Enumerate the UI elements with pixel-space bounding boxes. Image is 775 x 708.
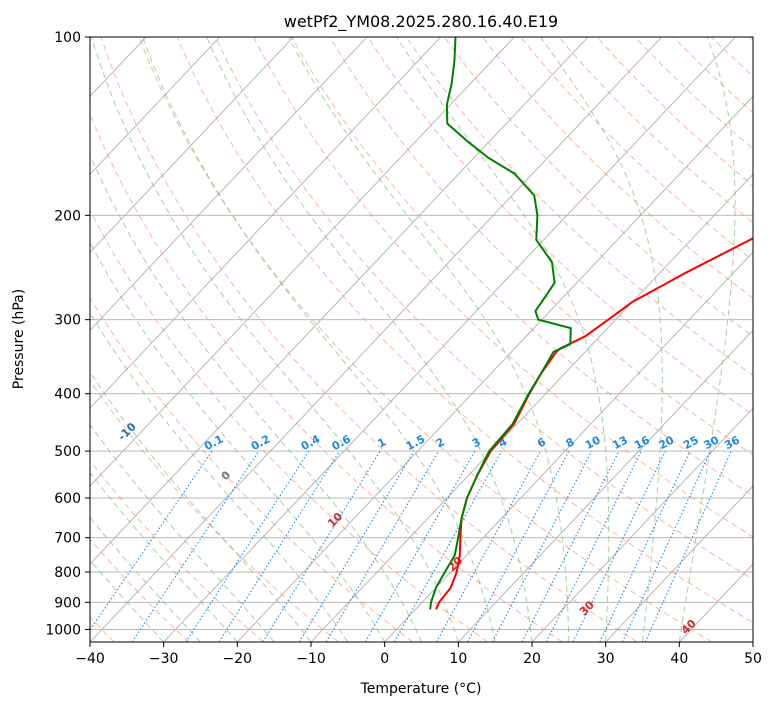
mixing-ratio-line	[298, 450, 415, 642]
mixing-ratio-label: 30	[702, 433, 722, 452]
profile-lines	[429, 37, 753, 610]
moist-adiabat-line	[540, 37, 663, 642]
y-tick-label: 700	[54, 531, 81, 547]
moist-adiabat-line	[678, 37, 736, 642]
isotherm-line	[90, 37, 442, 409]
dry-adiabat-line	[90, 296, 414, 642]
dry-adiabat-line	[291, 37, 753, 497]
isotherm-line	[384, 251, 753, 642]
mixing-ratio-line	[521, 450, 620, 642]
moist-adiabat-line	[142, 37, 496, 642]
y-tick-label: 200	[54, 208, 81, 224]
y-tick-label: 300	[54, 313, 81, 329]
x-tick-label: −40	[75, 651, 105, 667]
mixing-ratio-label: 25	[681, 433, 701, 452]
mixing-ratio-line	[467, 450, 570, 642]
mixing-ratio-line	[644, 450, 732, 642]
moist-adiabat-line	[90, 424, 275, 642]
mixing-ratio-line	[262, 450, 381, 642]
chart-title: wetPf2_YM08.2025.280.16.40.E19	[284, 12, 558, 32]
dry-adiabat-line	[329, 37, 753, 456]
y-tick-label: 500	[54, 444, 81, 460]
isotherm-line	[531, 407, 753, 642]
moist-adiabat-line	[90, 241, 386, 642]
mixing-ratio-label: 16	[632, 433, 652, 452]
y-tick-label: 1000	[45, 622, 81, 638]
mixing-ratio-label: 13	[610, 433, 630, 452]
mixing-ratio-label: 20	[657, 433, 677, 452]
isotherm-line	[90, 37, 368, 331]
y-tick-label: 100	[54, 30, 81, 46]
moist-adiabat-line	[90, 516, 201, 642]
moist-adiabat-line	[396, 37, 610, 642]
dry-adiabat-line	[138, 37, 712, 642]
dry-adiabat-line	[100, 37, 638, 642]
dry-adiabat-line	[214, 37, 753, 580]
moist-adiabat-line	[90, 471, 238, 642]
x-tick-label: 10	[449, 651, 467, 667]
mixing-ratio-line	[393, 450, 503, 642]
moist-adiabat-line	[90, 371, 312, 642]
moist-adiabat-line	[90, 37, 459, 642]
y-tick-label: 400	[54, 387, 81, 403]
y-tick-label: 900	[54, 595, 81, 611]
x-tick-label: −20	[223, 651, 253, 667]
dry-adiabat-line	[90, 459, 264, 642]
moist-adiabat-line	[90, 311, 349, 642]
isotherm-line	[90, 37, 589, 565]
dry-adiabat-line	[253, 37, 753, 538]
x-tick-label: −10	[296, 651, 326, 667]
moist-adiabat-line	[206, 37, 533, 642]
moist-adiabat-line	[90, 153, 422, 642]
x-tick-label: 20	[523, 651, 541, 667]
mixing-ratio-label: 10	[583, 433, 603, 452]
moist-adiabat-line	[288, 37, 570, 642]
isotherm-line	[90, 37, 221, 175]
plot-frame	[89, 36, 754, 643]
dry-adiabat-line	[176, 37, 753, 623]
background-labels: 0.10.20.40.611.52346810131620253036-100-…	[115, 420, 742, 637]
moist-adiabat-line	[90, 559, 165, 642]
isotherm-line	[458, 329, 753, 642]
x-axis-label: Temperature (°C)	[360, 681, 482, 697]
x-tick-label: 50	[744, 651, 762, 667]
mixing-ratio-line	[435, 450, 541, 642]
mixing-ratio-line	[185, 450, 310, 642]
x-axis-ticks: −40 −30 −20 −10 0 10 20 30 40 50	[75, 642, 762, 667]
mixing-ratio-line	[491, 450, 593, 642]
mixing-ratio-line	[131, 450, 260, 642]
dry-adiabat-line	[90, 538, 190, 642]
dewpoint-profile-line	[429, 37, 572, 610]
x-tick-label: 30	[597, 651, 615, 667]
dry-adiabat-line	[367, 37, 753, 416]
isotherm-line	[163, 37, 736, 642]
dry-adiabat-line	[405, 37, 753, 376]
x-tick-label: −30	[149, 651, 179, 667]
mixing-ratio-label: 36	[722, 433, 742, 452]
mixing-ratio-line	[621, 450, 712, 642]
isotherm-line	[90, 37, 515, 487]
mixing-ratio-line	[90, 450, 213, 631]
x-tick-label: 40	[670, 651, 688, 667]
y-tick-label: 800	[54, 565, 81, 581]
isotherm-line	[237, 95, 753, 642]
mixing-ratio-line	[545, 450, 642, 642]
mixing-ratio-line	[218, 450, 341, 642]
x-tick-label: 0	[380, 651, 389, 667]
y-axis-label: Pressure (hPa)	[11, 289, 27, 389]
background-lines	[90, 37, 753, 642]
isotherm-line	[605, 485, 753, 642]
y-axis-ticks: 100 200 300 400 500 600 700 800 900 1000	[45, 30, 90, 638]
isotherm-line	[90, 37, 294, 253]
y-tick-label: 600	[54, 491, 81, 507]
dry-adiabat-line	[90, 113, 563, 642]
